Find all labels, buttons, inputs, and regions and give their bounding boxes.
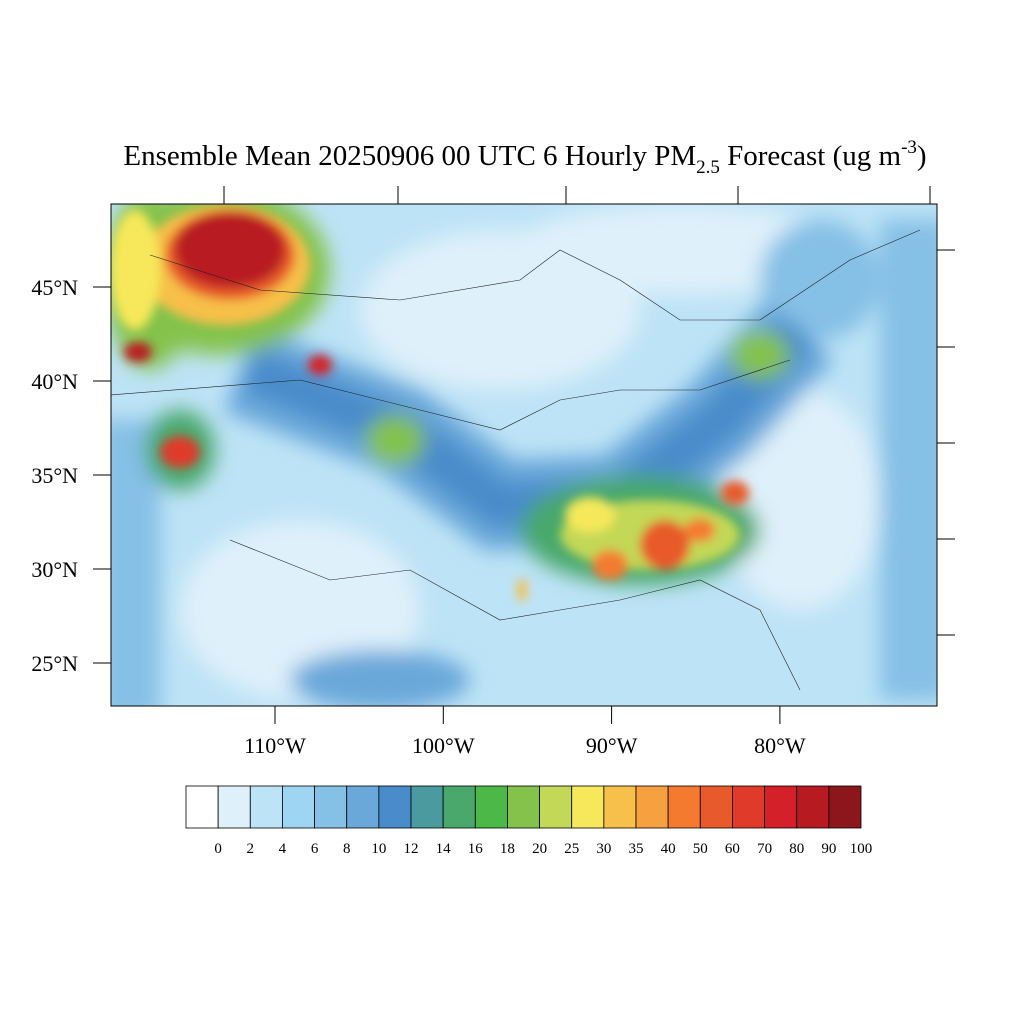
colorbar-box — [314, 785, 348, 829]
colorbar-label: 16 — [468, 841, 484, 857]
title: Ensemble Mean 20250906 00 UTC 6 Hourly P… — [123, 137, 926, 178]
colorbar-label: 18 — [500, 841, 515, 857]
colorbar-box — [185, 785, 219, 829]
map-frame — [110, 203, 938, 707]
lat-label: 45°N — [31, 275, 78, 300]
colorbar-box — [667, 785, 701, 829]
boundaries — [111, 229, 921, 691]
pm25-field — [111, 204, 937, 706]
colorbar-label: 14 — [436, 841, 452, 857]
colorbar-label: 80 — [789, 841, 804, 857]
colorbar-label: 25 — [564, 841, 579, 857]
colorbar-label: 70 — [757, 841, 772, 857]
colorbar-label: 40 — [661, 841, 676, 857]
colorbar-box — [732, 785, 765, 829]
title-text: ) — [917, 140, 927, 172]
colorbar-box — [539, 785, 573, 829]
colorbar-label: 6 — [311, 841, 319, 857]
lat-label: 25°N — [31, 651, 78, 676]
lon-label: 100°W — [412, 733, 475, 758]
colorbar-label: 20 — [532, 841, 547, 857]
title-text: Ensemble Mean 20250906 00 UTC 6 Hourly P… — [123, 140, 696, 172]
colorbar-label: 100 — [850, 841, 873, 857]
colorbar-box — [699, 785, 733, 829]
colorbar-box — [249, 785, 283, 829]
lon-label: 90°W — [586, 733, 638, 758]
colorbar-box — [507, 785, 540, 829]
lat-label: 35°N — [31, 463, 78, 488]
colorbar-label: 2 — [247, 841, 255, 857]
colorbar-box — [410, 785, 444, 829]
colorbar-label: 4 — [279, 841, 287, 857]
colorbar-box — [764, 785, 798, 829]
colorbar-box — [828, 785, 862, 829]
title-text: Forecast (ug m — [720, 140, 902, 172]
colorbar-box — [378, 785, 412, 829]
lon-label: 110°W — [244, 733, 306, 758]
colorbar-label: 90 — [821, 841, 836, 857]
lon-label: 80°W — [754, 733, 806, 758]
colorbar-box — [474, 785, 508, 829]
colorbar-box — [217, 785, 251, 829]
colorbar-box — [571, 785, 605, 829]
colorbar-label: 50 — [693, 841, 708, 857]
lat-label: 30°N — [31, 557, 78, 582]
colorbar-box — [635, 785, 669, 829]
colorbar-label: 0 — [214, 841, 222, 857]
colorbar-label: 8 — [343, 841, 351, 857]
colorbar-label: 10 — [371, 841, 386, 857]
title-superscript: -3 — [901, 137, 917, 158]
lat-label: 40°N — [31, 369, 78, 394]
colorbar-label: 12 — [404, 841, 419, 857]
colorbar-box — [282, 785, 315, 829]
title-subscript: 2.5 — [696, 157, 720, 178]
colorbar-label: 35 — [629, 841, 644, 857]
colorbar-box — [442, 785, 476, 829]
colorbar-box — [346, 785, 380, 829]
colorbar-box — [603, 785, 637, 829]
projection-ticks — [223, 186, 955, 636]
colorbar-box — [796, 785, 830, 829]
colorbar-label: 60 — [725, 841, 740, 857]
colorbar-label: 30 — [596, 841, 611, 857]
